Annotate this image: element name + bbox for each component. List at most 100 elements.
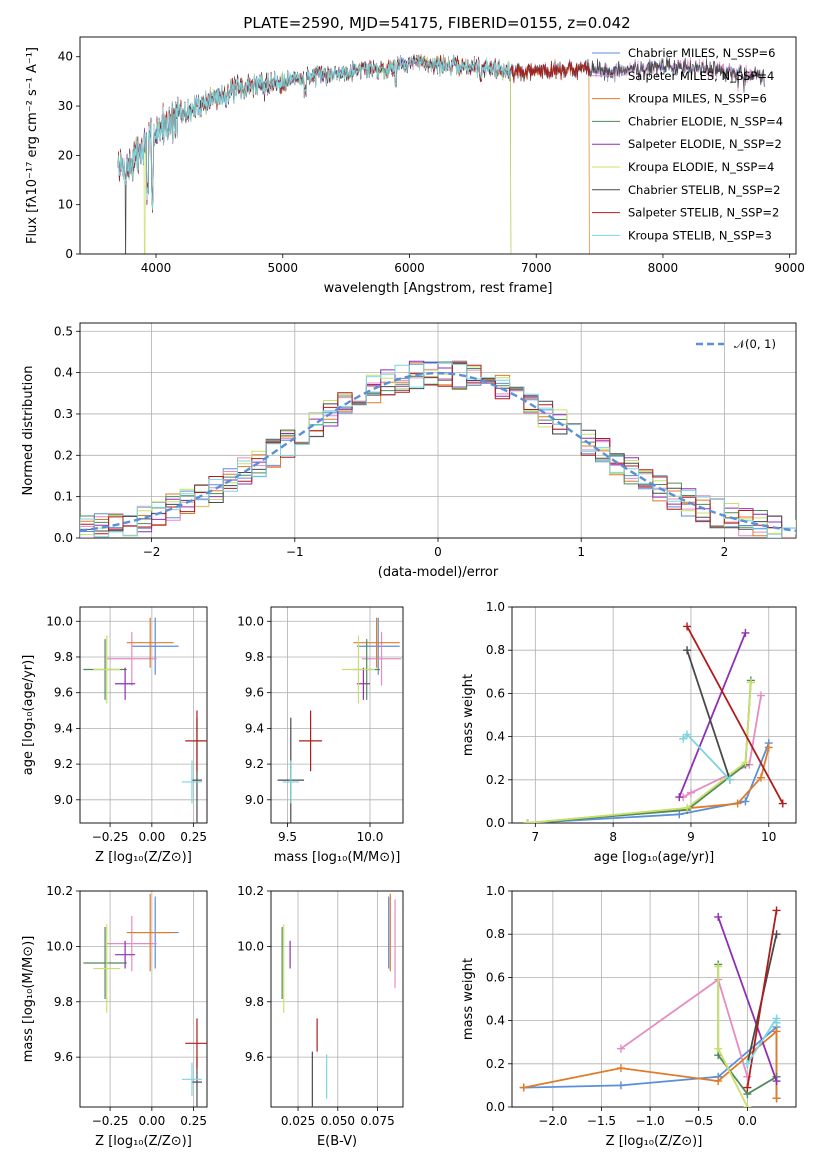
x-tick-label: 8 bbox=[609, 830, 617, 844]
y-tick-label: 0.2 bbox=[486, 773, 505, 787]
x-tick-label: 0 bbox=[434, 545, 442, 559]
x-tick-label: 9000 bbox=[774, 261, 805, 275]
axes-frame bbox=[270, 606, 404, 824]
y-tick-label: 9.2 bbox=[245, 757, 264, 771]
y-tick-label: 0.0 bbox=[486, 816, 505, 830]
x-tick-label: −2 bbox=[143, 545, 161, 559]
weight-series-kroupa-stelib bbox=[679, 730, 734, 784]
weight-series-salpeter-stelib bbox=[743, 906, 781, 1092]
x-axis-label: age [log₁₀(age/yr)] bbox=[594, 850, 715, 865]
weight-lines bbox=[523, 622, 787, 823]
spectrum-series-kroupa-elodie bbox=[117, 55, 512, 254]
legend: Chabrier MILES, N_SSP=6 Salpeter MILES, N… bbox=[592, 46, 783, 242]
x-tick-label: 8000 bbox=[648, 261, 679, 275]
spectrum-series-kroupa-miles bbox=[117, 53, 590, 254]
weight-series-salpeter-stelib bbox=[683, 622, 787, 808]
legend-entry: Salpeter MILES, N_SSP=4 bbox=[628, 69, 774, 83]
weight-marker bbox=[741, 758, 750, 767]
weight-marker bbox=[764, 743, 773, 752]
errorbar-salpeter-miles bbox=[361, 631, 402, 686]
legend-entry: Salpeter ELODIE, N_SSP=2 bbox=[628, 137, 782, 151]
y-tick-label: 9.0 bbox=[54, 793, 73, 807]
errorbar-salpeter-stelib bbox=[299, 710, 323, 772]
x-tick-label: 9.5 bbox=[278, 830, 297, 844]
weight-marker bbox=[714, 912, 723, 921]
x-axis-label: Z [log₁₀(Z/Z⊙)] bbox=[95, 850, 192, 865]
errorbar-kroupa-elodie bbox=[341, 635, 375, 704]
weight-marker bbox=[675, 810, 684, 819]
spectrum-series-chabrier-elodie bbox=[117, 54, 512, 254]
legend-entry: Chabrier MILES, N_SSP=6 bbox=[628, 46, 775, 60]
gaussian-curve bbox=[80, 371, 796, 532]
y-tick-label: 10 bbox=[58, 198, 73, 212]
axes-frame bbox=[79, 606, 208, 824]
y-tick-label: 0.3 bbox=[54, 407, 73, 421]
weight-marker bbox=[683, 803, 692, 812]
weight-marker bbox=[683, 646, 692, 655]
errorbar-salpeter-stelib bbox=[185, 710, 207, 772]
x-tick-label: 0.25 bbox=[180, 830, 207, 844]
y-tick-label: 0.4 bbox=[54, 366, 73, 380]
errorbar-kroupa-miles bbox=[353, 617, 400, 668]
y-tick-label: 10.0 bbox=[46, 614, 73, 628]
y-tick-label: 0.1 bbox=[54, 490, 73, 504]
age-vs-mass-panel: 9.5 10.0 9.0 9.2 9.4 9.6 9.8 10.0 mass [log₁₀(M/… bbox=[237, 606, 404, 865]
error-bars bbox=[83, 617, 207, 823]
y-tick-label: 30 bbox=[58, 99, 73, 113]
x-tick-label: −0.5 bbox=[684, 1114, 713, 1128]
y-tick-label: 9.4 bbox=[245, 721, 264, 735]
axes-frame bbox=[79, 36, 797, 255]
weight-marker bbox=[741, 797, 750, 806]
y-tick-label: 9.8 bbox=[245, 650, 264, 664]
weight-marker bbox=[756, 691, 765, 700]
x-axis-label: Z [log₁₀(Z/Z⊙)] bbox=[95, 1134, 192, 1149]
y-tick-label: 40 bbox=[58, 50, 73, 64]
weight-marker bbox=[743, 1083, 752, 1092]
weight-marker bbox=[741, 628, 750, 637]
errorbar-kroupa-elodie bbox=[93, 924, 121, 1013]
errorbar-kroupa-stelib bbox=[181, 760, 202, 804]
figure-title: PLATE=2590, MJD=54175, FIBERID=0155, z=0… bbox=[243, 14, 630, 32]
weight-marker bbox=[778, 799, 787, 808]
spectrum-lines bbox=[117, 53, 765, 254]
y-tick-label: 0.6 bbox=[486, 686, 505, 700]
weight-marker bbox=[772, 1094, 781, 1103]
weight-line bbox=[746, 910, 778, 1088]
x-axis-label: E(B-V) bbox=[317, 1134, 357, 1149]
y-tick-label: 20 bbox=[58, 148, 73, 162]
y-axis-label: mass [log₁₀(M/M⊙)] bbox=[21, 936, 36, 1063]
x-tick-label: 9 bbox=[687, 830, 695, 844]
mass-vs-metallicity-panel: −0.25 0.00 0.25 9.6 9.8 10.0 10.2 Z [log₁₀(Z/Z⊙… bbox=[21, 884, 208, 1149]
y-tick-label: 0.5 bbox=[54, 324, 73, 338]
errorbar-chabrier-elodie bbox=[83, 927, 127, 999]
weight-marker bbox=[675, 793, 684, 802]
y-axis-label: mass weight bbox=[461, 958, 476, 1040]
weight-marker bbox=[772, 1077, 781, 1086]
errorbar-chabrier-miles bbox=[131, 617, 179, 675]
weight-series-kroupa-miles bbox=[523, 743, 773, 823]
weight-line bbox=[682, 695, 762, 798]
y-tick-label: 0.2 bbox=[54, 448, 73, 462]
gaussian-legend-label: 𝒩(0, 1) bbox=[734, 337, 776, 351]
weight-marker bbox=[756, 773, 765, 782]
weight-vs-age-panel: 7 8 9 10 0.0 0.2 0.4 0.6 0.8 1.0 age [log₁₀(age/yr… bbox=[461, 600, 797, 865]
x-tick-label: 0.00 bbox=[138, 830, 165, 844]
errorbar-chabrier-miles bbox=[356, 617, 400, 675]
legend-entry: Chabrier STELIB, N_SSP=2 bbox=[628, 183, 780, 197]
x-tick-label: 0.075 bbox=[360, 1114, 394, 1128]
weight-line bbox=[686, 625, 784, 805]
x-tick-label: 6000 bbox=[394, 261, 425, 275]
y-tick-label: 10.0 bbox=[237, 939, 264, 953]
x-tick-label: 0.00 bbox=[138, 1114, 165, 1128]
x-tick-label: 7000 bbox=[521, 261, 552, 275]
y-axis-label: Flux [fλ10⁻¹⁷ erg cm⁻² s⁻¹ A⁻¹] bbox=[25, 47, 40, 244]
mass-vs-extinction-panel: 0.025 0.050 0.075 9.6 9.8 10.0 10.2 E(B-V) bbox=[237, 884, 404, 1149]
x-axis-label: wavelength [Angstrom, rest frame] bbox=[324, 281, 553, 296]
weight-line bbox=[527, 742, 770, 823]
weight-line bbox=[678, 632, 747, 798]
y-tick-label: 1.0 bbox=[486, 600, 505, 614]
y-tick-label: 9.6 bbox=[54, 686, 73, 700]
x-tick-label: −1 bbox=[286, 545, 304, 559]
weight-marker bbox=[683, 730, 692, 739]
